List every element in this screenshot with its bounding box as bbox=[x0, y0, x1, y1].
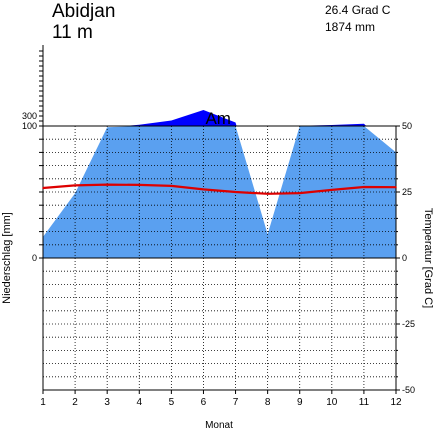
month-label: 10 bbox=[326, 397, 338, 408]
month-label: 5 bbox=[169, 397, 175, 408]
month-label: 7 bbox=[233, 397, 239, 408]
precipitation-area bbox=[43, 126, 396, 258]
precipitation-excess-area bbox=[43, 110, 396, 126]
temperature-point bbox=[298, 192, 301, 194]
temperature-point bbox=[363, 186, 365, 188]
header-text: Abidjan 11 m 26.4 Grad C 1874 mm bbox=[52, 1, 391, 43]
month-label: 11 bbox=[359, 397, 370, 408]
climate-class-label: Am bbox=[205, 109, 231, 128]
temperature-point bbox=[202, 188, 205, 191]
temperature-point bbox=[395, 186, 397, 189]
left-tick-label: 300 bbox=[22, 111, 37, 121]
x-axis-label: Monat bbox=[205, 420, 233, 430]
temperature-point bbox=[138, 184, 141, 186]
station-elevation: 11 m bbox=[52, 22, 93, 43]
temperature-line bbox=[42, 183, 397, 195]
temperature-point bbox=[331, 189, 333, 191]
right-tick-label: 25 bbox=[402, 187, 412, 197]
temperature-point bbox=[170, 185, 173, 187]
left-tick-label: 100 bbox=[22, 121, 37, 131]
temperature-point bbox=[106, 183, 108, 186]
month-label: 9 bbox=[297, 397, 303, 408]
temperature-point bbox=[266, 193, 269, 195]
month-label: 3 bbox=[104, 397, 110, 408]
annual-precipitation: 1874 mm bbox=[325, 20, 375, 34]
y-axis-label-temperature: Temperatur [Grad C] bbox=[422, 208, 434, 308]
month-label: 8 bbox=[265, 397, 271, 408]
temperature-point bbox=[74, 184, 76, 187]
month-label: 4 bbox=[136, 397, 142, 408]
y-axis-label-precipitation: Niederschlag [mm] bbox=[1, 212, 13, 304]
month-label: 2 bbox=[72, 397, 78, 408]
mean-temperature: 26.4 Grad C bbox=[325, 3, 391, 17]
right-tick-label: -50 bbox=[402, 385, 415, 395]
right-tick-label: 0 bbox=[402, 253, 407, 263]
station-name: Abidjan bbox=[52, 1, 115, 22]
temperature-point bbox=[42, 187, 44, 189]
temperature-point bbox=[234, 191, 237, 193]
left-tick-label: 0 bbox=[32, 253, 37, 263]
right-tick-label: 50 bbox=[402, 121, 412, 131]
month-label: 12 bbox=[390, 397, 402, 408]
month-label: 6 bbox=[201, 397, 207, 408]
right-tick-label: -25 bbox=[402, 319, 415, 329]
month-label: 1 bbox=[40, 397, 46, 408]
